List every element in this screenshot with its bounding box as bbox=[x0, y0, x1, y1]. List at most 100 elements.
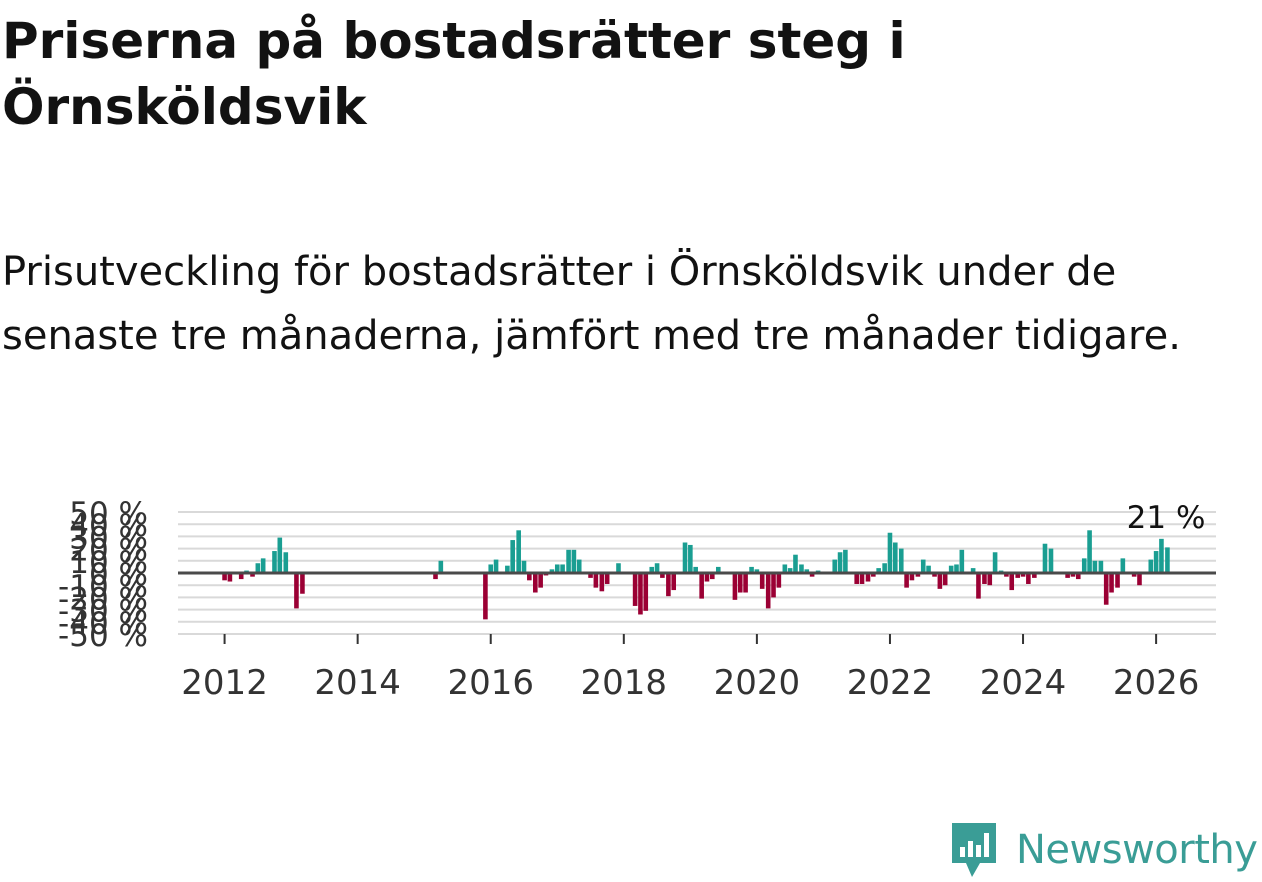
bar bbox=[882, 563, 887, 573]
last-value-label: 21 % bbox=[1127, 500, 1206, 536]
y-tick-label: 0 % bbox=[89, 557, 148, 593]
x-tick-label: 2024 bbox=[980, 663, 1067, 703]
x-tick-label: 2018 bbox=[581, 663, 668, 703]
y-tick-label: 10 % bbox=[69, 545, 148, 581]
x-tick-label: 2020 bbox=[714, 663, 801, 703]
bar bbox=[688, 544, 693, 573]
bar bbox=[871, 573, 876, 577]
y-tick-label: -30 % bbox=[58, 594, 148, 630]
bar bbox=[1148, 559, 1154, 573]
bar bbox=[937, 573, 943, 589]
bar bbox=[904, 573, 909, 588]
bar bbox=[521, 560, 527, 573]
bar bbox=[1026, 573, 1031, 584]
bar bbox=[809, 573, 815, 577]
bar bbox=[554, 564, 560, 573]
bar bbox=[892, 542, 898, 573]
bar bbox=[959, 549, 965, 573]
y-tick-label: 30 % bbox=[69, 520, 148, 556]
bar bbox=[749, 566, 754, 573]
y-tick-label: -20 % bbox=[58, 581, 148, 617]
chart-subtitle: Prisutveckling för bostadsrätter i Örnsk… bbox=[2, 249, 1181, 359]
bar bbox=[932, 573, 937, 577]
bar bbox=[759, 573, 765, 589]
bar bbox=[771, 573, 776, 598]
bar bbox=[593, 573, 599, 588]
bar bbox=[843, 549, 848, 573]
bar bbox=[1120, 558, 1126, 573]
bar bbox=[571, 549, 577, 573]
bar bbox=[799, 564, 804, 573]
bar bbox=[765, 573, 771, 609]
bar bbox=[804, 569, 810, 573]
bar bbox=[710, 573, 715, 580]
bar bbox=[1070, 573, 1076, 577]
bar bbox=[737, 573, 743, 593]
bar bbox=[660, 573, 665, 578]
bar bbox=[616, 563, 621, 573]
bar bbox=[300, 573, 305, 594]
bar bbox=[787, 568, 793, 573]
bar bbox=[533, 573, 538, 593]
bar bbox=[222, 573, 227, 581]
bar bbox=[898, 548, 904, 573]
bar bbox=[238, 573, 244, 580]
bar bbox=[283, 552, 289, 573]
bar bbox=[743, 573, 748, 593]
x-axis: 2012 2014 2016 2018 2020 2022 2024 2026 bbox=[181, 634, 1199, 703]
y-tick-label: 40 % bbox=[69, 508, 148, 544]
bar bbox=[915, 573, 921, 577]
bar bbox=[1153, 551, 1159, 573]
bar bbox=[987, 573, 993, 586]
bar bbox=[560, 564, 565, 573]
bar bbox=[704, 573, 710, 582]
bars bbox=[222, 530, 1170, 620]
bar bbox=[294, 573, 299, 609]
bar bbox=[1087, 530, 1092, 573]
bar bbox=[632, 573, 638, 606]
bar bbox=[588, 573, 593, 578]
bar bbox=[272, 551, 277, 573]
bar-chart: 50 %40 %30 %20 %10 %0 %-10 %-20 %-30 %-4… bbox=[58, 496, 1216, 703]
bar bbox=[1042, 543, 1048, 573]
x-tick-label: 2022 bbox=[847, 663, 934, 703]
bar bbox=[926, 565, 931, 573]
bar bbox=[1020, 573, 1026, 577]
bar bbox=[1137, 573, 1142, 586]
bar bbox=[1109, 573, 1114, 593]
bar bbox=[865, 573, 871, 582]
bar bbox=[1048, 548, 1054, 573]
bar bbox=[992, 552, 998, 573]
bar bbox=[1009, 573, 1015, 591]
bar bbox=[227, 573, 233, 582]
newsworthy-logo: Newsworthy bbox=[948, 818, 1258, 882]
bar bbox=[666, 573, 671, 597]
y-tick-label: -50 % bbox=[58, 618, 148, 654]
newsworthy-logo-icon bbox=[952, 823, 996, 877]
bar bbox=[776, 573, 782, 588]
bar bbox=[854, 573, 859, 584]
bar bbox=[277, 537, 283, 573]
bar bbox=[1115, 573, 1120, 588]
y-axis: 50 %40 %30 %20 %10 %0 %-10 %-20 %-30 %-4… bbox=[58, 496, 148, 654]
bar bbox=[1131, 573, 1137, 577]
bar bbox=[643, 573, 649, 611]
bar bbox=[782, 564, 788, 573]
bar bbox=[982, 573, 987, 584]
bar bbox=[1075, 573, 1081, 580]
bar bbox=[887, 532, 893, 573]
y-tick-label: -10 % bbox=[58, 569, 148, 605]
bar bbox=[638, 573, 643, 615]
x-tick-label: 2012 bbox=[181, 663, 268, 703]
bar bbox=[1103, 573, 1109, 605]
bar bbox=[954, 564, 959, 573]
bar bbox=[566, 549, 571, 573]
bar bbox=[732, 573, 738, 600]
bar bbox=[976, 573, 981, 599]
bar bbox=[970, 568, 976, 573]
x-tick-label: 2014 bbox=[314, 663, 401, 703]
bar bbox=[433, 573, 438, 580]
bar bbox=[693, 566, 698, 573]
bar bbox=[599, 573, 605, 592]
page-title: Priserna på bostadsrätter steg i Örnsköl… bbox=[2, 12, 906, 136]
